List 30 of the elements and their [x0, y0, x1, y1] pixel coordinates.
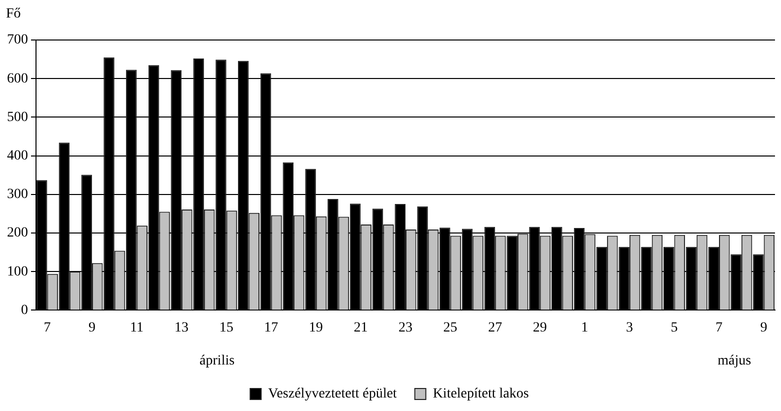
x-tick-label: 29	[532, 320, 547, 336]
y-axis-title: Fő	[6, 6, 21, 22]
x-tick-label: 19	[308, 320, 323, 336]
legend-label: Kitelepített lakos	[432, 386, 529, 402]
y-tick-label: 400	[7, 148, 28, 164]
y-tick-label: 200	[7, 226, 28, 241]
x-tick-label: 1	[581, 320, 588, 336]
x-tick-label: 9	[88, 320, 96, 336]
y-tick-label: 300	[7, 187, 28, 202]
y-tick-label: 100	[7, 264, 28, 280]
x-tick-label: 7	[44, 320, 51, 336]
x-tick-label: 11	[130, 320, 144, 336]
x-tick-label: 23	[398, 320, 412, 336]
text: május	[718, 354, 752, 369]
x-tick-label: 9	[760, 320, 768, 336]
y-tick-label: 600	[7, 71, 28, 86]
x-tick-label: 17	[264, 320, 278, 336]
text: április	[200, 354, 235, 369]
y-tick-label: 0	[21, 302, 28, 318]
y-tick-label: 500	[7, 110, 28, 125]
x-tick-label: 21	[354, 320, 368, 336]
y-tick-label: 700	[7, 32, 28, 48]
x-tick-label: 5	[670, 320, 678, 336]
x-tick-label: 7	[716, 320, 723, 336]
x-tick-label: 13	[174, 320, 189, 336]
x-tick-label: 15	[219, 320, 234, 336]
x-tick-label: 25	[443, 320, 458, 336]
x-tick-label: 27	[488, 320, 502, 336]
x-tick-label: 3	[626, 320, 633, 336]
legend-label: Veszélyveztetett épület	[268, 386, 397, 402]
